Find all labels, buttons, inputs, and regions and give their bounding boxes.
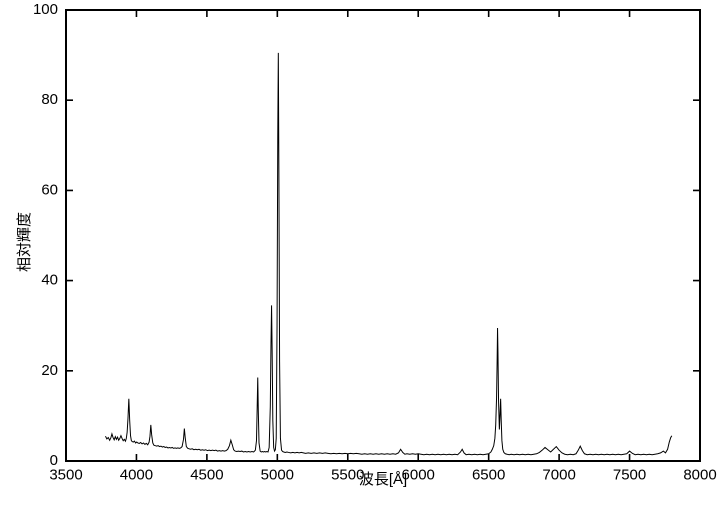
x-tick-label: 6000: [402, 466, 435, 483]
plot-frame: [65, 9, 701, 462]
x-axis-tick-marks: [65, 10, 701, 461]
x-tick-label: 7500: [613, 466, 646, 483]
y-tick-label: 60: [41, 181, 58, 198]
x-tick-label: 8000: [683, 466, 716, 483]
y-tick-label: 0: [50, 452, 58, 469]
spectrum-trace: [105, 52, 673, 456]
x-tick-label: 7000: [542, 466, 575, 483]
x-axis-tick-labels: 3500 4000 4500 5000 5500 6000 6500 7000 7500 8000: [49, 466, 716, 483]
y-axis-tick-marks: [66, 9, 700, 462]
x-axis-title: 波長[Å]: [359, 471, 407, 488]
y-tick-label: 20: [41, 362, 58, 379]
x-tick-label: 4000: [120, 466, 153, 483]
y-axis-title: 相対輝度: [16, 212, 33, 272]
spectrum-data-layer: [105, 52, 673, 456]
x-tick-label: 6500: [472, 466, 505, 483]
x-tick-label: 5500: [331, 466, 364, 483]
x-tick-label: 4500: [190, 466, 223, 483]
x-tick-label: 5000: [261, 466, 294, 483]
y-tick-label: 40: [41, 272, 58, 289]
x-tick-label: 3500: [49, 466, 82, 483]
y-tick-label: 80: [41, 91, 58, 108]
y-axis-tick-labels: 0 20 40 60 80 100: [33, 1, 58, 469]
y-tick-label: 100: [33, 1, 58, 18]
